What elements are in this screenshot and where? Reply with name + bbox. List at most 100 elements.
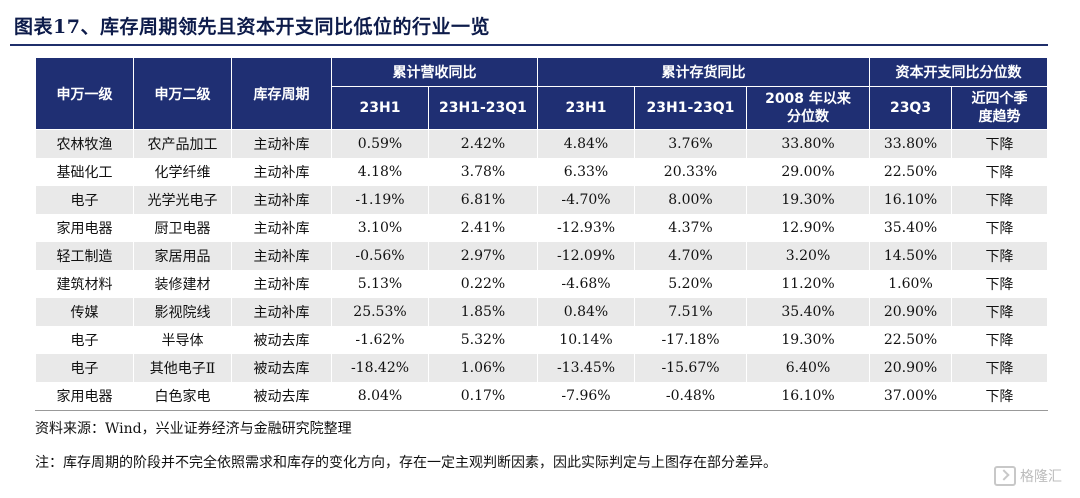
table-row: 传媒 影视院线 主动补库 25.53% 1.85% 0.84% 7.51% 35.40% 20.… (35, 298, 1049, 326)
capex-23q3-cell: 16.10% (869, 186, 953, 214)
rev-23h1-cell: -0.56% (331, 242, 429, 270)
cycle-cell: 被动去库 (231, 382, 332, 411)
sw2-cell: 光学光电子 (133, 186, 232, 214)
sw2-cell: 化学纤维 (133, 158, 232, 186)
rev-diff-cell: 5.32% (428, 326, 538, 354)
table-row: 家用电器 厨卫电器 主动补库 3.10% 2.41% -12.93% 4.37% 12.90%… (35, 214, 1049, 242)
capex-trend-cell: 下降 (951, 298, 1049, 326)
capex-23q3-cell: 33.80% (869, 129, 953, 158)
capex-23q3-cell: 35.40% (869, 214, 953, 242)
rev-diff-cell: 0.22% (428, 270, 538, 298)
header-inv-percentile-line1: 2008 年以来 (765, 91, 851, 107)
inv-23h1-cell: 10.14% (537, 326, 635, 354)
cycle-cell: 主动补库 (231, 186, 332, 214)
inv-percentile-cell: 11.20% (745, 270, 871, 298)
inv-diff-cell: 7.51% (634, 298, 747, 326)
sw1-cell: 电子 (35, 354, 134, 382)
capex-trend-cell: 下降 (951, 382, 1049, 411)
inv-23h1-cell: 6.33% (537, 158, 635, 186)
header-inv-diff: 23H1-23Q1 (634, 86, 747, 130)
capex-trend-cell: 下降 (951, 270, 1049, 298)
table-row: 电子 其他电子Ⅱ 被动去库 -18.42% 1.06% -13.45% -15.67% 6.4… (35, 354, 1049, 382)
inv-23h1-cell: 4.84% (537, 129, 635, 158)
header-capex-trend: 近四个季 度趋势 (951, 86, 1049, 130)
inv-diff-cell: 20.33% (634, 158, 747, 186)
inv-percentile-cell: 6.40% (745, 354, 871, 382)
header-group-capex: 资本开支同比分位数 (869, 57, 1049, 87)
table-row: 农林牧渔 农产品加工 主动补库 0.59% 2.42% 4.84% 3.76% 33.80% 3… (35, 129, 1049, 158)
inv-23h1-cell: -13.45% (537, 354, 635, 382)
header-inv-23h1: 23H1 (537, 86, 635, 130)
sw2-cell: 装修建材 (133, 270, 232, 298)
inv-diff-cell: 8.00% (634, 186, 747, 214)
rev-diff-cell: 1.06% (428, 354, 538, 382)
industry-table: 申万一级 申万二级 库存周期 累计营收同比 累计存货同比 资本开支同比分位数 2… (35, 57, 1049, 411)
sw2-cell: 白色家电 (133, 382, 232, 411)
inv-diff-cell: -17.18% (634, 326, 747, 354)
capex-trend-cell: 下降 (951, 158, 1049, 186)
cycle-cell: 被动去库 (231, 326, 332, 354)
cycle-cell: 主动补库 (231, 242, 332, 270)
inv-percentile-cell: 3.20% (745, 242, 871, 270)
rev-diff-cell: 2.97% (428, 242, 538, 270)
rev-23h1-cell: 4.18% (331, 158, 429, 186)
inv-percentile-cell: 16.10% (745, 382, 871, 411)
cycle-cell: 主动补库 (231, 214, 332, 242)
rev-23h1-cell: 25.53% (331, 298, 429, 326)
capex-trend-cell: 下降 (951, 326, 1049, 354)
watermark: 格隆汇 (994, 466, 1062, 486)
header-row-sub: 23H1 23H1-23Q1 23H1 23H1-23Q1 2008 年以来 分… (36, 86, 1049, 130)
sw1-cell: 家用电器 (35, 214, 134, 242)
capex-trend-cell: 下降 (951, 242, 1049, 270)
inv-23h1-cell: -12.09% (537, 242, 635, 270)
inv-percentile-cell: 35.40% (745, 298, 871, 326)
header-rev-23h1: 23H1 (331, 86, 429, 130)
rev-diff-cell: 2.41% (428, 214, 538, 242)
capex-trend-cell: 下降 (951, 354, 1049, 382)
capex-trend-cell: 下降 (951, 214, 1049, 242)
inv-23h1-cell: -4.70% (537, 186, 635, 214)
header-rev-diff: 23H1-23Q1 (428, 86, 538, 130)
header-group-revenue: 累计营收同比 (331, 57, 538, 87)
sw1-cell: 建筑材料 (35, 270, 134, 298)
inv-percentile-cell: 29.00% (745, 158, 871, 186)
table-row: 电子 光学光电子 主动补库 -1.19% 6.81% -4.70% 8.00% 19.30% 1… (35, 186, 1049, 214)
capex-23q3-cell: 22.50% (869, 326, 953, 354)
header-inventory-cycle: 库存周期 (231, 57, 332, 130)
rev-23h1-cell: -18.42% (331, 354, 429, 382)
inv-percentile-cell: 12.90% (745, 214, 871, 242)
inv-diff-cell: 3.76% (634, 129, 747, 158)
sw1-cell: 农林牧渔 (35, 129, 134, 158)
cycle-cell: 主动补库 (231, 270, 332, 298)
rev-diff-cell: 1.85% (428, 298, 538, 326)
capex-23q3-cell: 20.90% (869, 298, 953, 326)
header-sw2: 申万二级 (133, 57, 232, 130)
capex-trend-cell: 下降 (951, 186, 1049, 214)
rev-diff-cell: 6.81% (428, 186, 538, 214)
source-note: 资料来源：Wind，兴业证券经济与金融研究院整理 (35, 421, 352, 437)
watermark-text: 格隆汇 (1020, 469, 1062, 485)
sw2-cell: 半导体 (133, 326, 232, 354)
watermark-logo-icon (994, 466, 1016, 486)
inv-diff-cell: 5.20% (634, 270, 747, 298)
figure-title: 图表17、库存周期领先且资本开支同比低位的行业一览 (14, 16, 490, 38)
rev-diff-cell: 0.17% (428, 382, 538, 411)
header-capex-23q3: 23Q3 (869, 86, 953, 130)
header-sw1: 申万一级 (35, 57, 134, 130)
sw1-cell: 轻工制造 (35, 242, 134, 270)
sw2-cell: 厨卫电器 (133, 214, 232, 242)
sw1-cell: 传媒 (35, 298, 134, 326)
sw1-cell: 家用电器 (35, 382, 134, 411)
inv-diff-cell: -15.67% (634, 354, 747, 382)
cycle-cell: 主动补库 (231, 298, 332, 326)
rev-diff-cell: 2.42% (428, 129, 538, 158)
rev-23h1-cell: 8.04% (331, 382, 429, 411)
inv-percentile-cell: 19.30% (745, 326, 871, 354)
table-row: 家用电器 白色家电 被动去库 8.04% 0.17% -7.96% -0.48% 16.10%… (35, 382, 1049, 411)
rev-23h1-cell: -1.62% (331, 326, 429, 354)
inv-23h1-cell: -4.68% (537, 270, 635, 298)
header-inv-percentile-line2: 分位数 (787, 109, 829, 125)
inv-diff-cell: -0.48% (634, 382, 747, 411)
header-capex-trend-line1: 近四个季 (971, 91, 1028, 107)
sw1-cell: 电子 (35, 186, 134, 214)
